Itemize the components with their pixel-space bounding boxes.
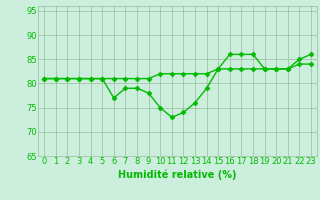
X-axis label: Humidité relative (%): Humidité relative (%) xyxy=(118,169,237,180)
